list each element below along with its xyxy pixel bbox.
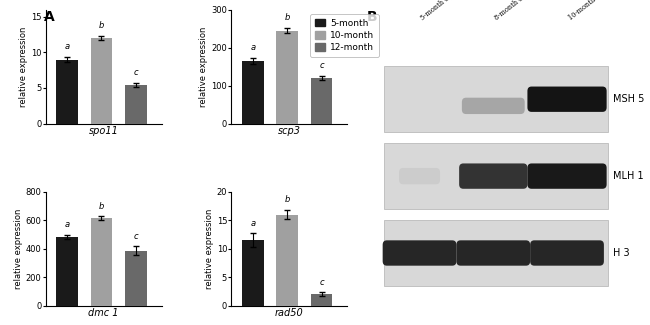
- Text: c: c: [319, 61, 324, 70]
- FancyBboxPatch shape: [456, 240, 530, 266]
- Text: A: A: [44, 10, 55, 24]
- X-axis label: dmc 1: dmc 1: [88, 308, 119, 318]
- Bar: [311, 78, 332, 124]
- FancyBboxPatch shape: [384, 66, 608, 133]
- Text: B: B: [367, 10, 378, 24]
- Text: 5-month old ovary: 5-month old ovary: [419, 0, 473, 22]
- Bar: [90, 218, 112, 306]
- Text: a: a: [250, 219, 255, 228]
- FancyBboxPatch shape: [530, 240, 604, 266]
- Y-axis label: relative expression: relative expression: [205, 208, 214, 289]
- FancyBboxPatch shape: [383, 240, 456, 266]
- Text: MLH 1: MLH 1: [614, 171, 644, 181]
- Text: MSH 5: MSH 5: [614, 94, 645, 104]
- Text: c: c: [133, 232, 138, 241]
- FancyBboxPatch shape: [527, 163, 606, 189]
- FancyBboxPatch shape: [384, 143, 608, 209]
- Text: a: a: [64, 42, 70, 51]
- Text: c: c: [319, 278, 324, 287]
- Y-axis label: relative expression: relative expression: [14, 208, 23, 289]
- Bar: [242, 61, 263, 124]
- Text: a: a: [250, 43, 255, 52]
- Bar: [311, 294, 332, 306]
- Text: b: b: [99, 202, 104, 211]
- Bar: [276, 214, 298, 306]
- FancyBboxPatch shape: [527, 86, 606, 112]
- Bar: [57, 59, 78, 124]
- Text: H 3: H 3: [614, 248, 630, 258]
- X-axis label: scp3: scp3: [278, 126, 301, 136]
- Bar: [57, 237, 78, 306]
- Text: a: a: [64, 220, 70, 229]
- Text: b: b: [285, 195, 290, 204]
- Text: b: b: [99, 21, 104, 30]
- Text: c: c: [133, 68, 138, 77]
- Legend: 5-month, 10-month, 12-month: 5-month, 10-month, 12-month: [310, 14, 378, 57]
- Bar: [276, 31, 298, 124]
- FancyBboxPatch shape: [462, 98, 525, 114]
- Text: 8-month old ovary: 8-month old ovary: [493, 0, 547, 22]
- Y-axis label: relative expression: relative expression: [19, 26, 28, 107]
- Text: b: b: [285, 13, 290, 22]
- FancyBboxPatch shape: [459, 163, 527, 189]
- X-axis label: spo11: spo11: [88, 126, 118, 136]
- Text: 10-month old  ovary: 10-month old ovary: [567, 0, 625, 22]
- FancyBboxPatch shape: [399, 168, 440, 184]
- FancyBboxPatch shape: [384, 220, 608, 286]
- Y-axis label: relative expression: relative expression: [200, 26, 209, 107]
- Bar: [242, 240, 263, 306]
- X-axis label: rad50: rad50: [275, 308, 304, 318]
- Bar: [125, 85, 146, 124]
- Bar: [90, 38, 112, 124]
- Bar: [125, 251, 146, 306]
